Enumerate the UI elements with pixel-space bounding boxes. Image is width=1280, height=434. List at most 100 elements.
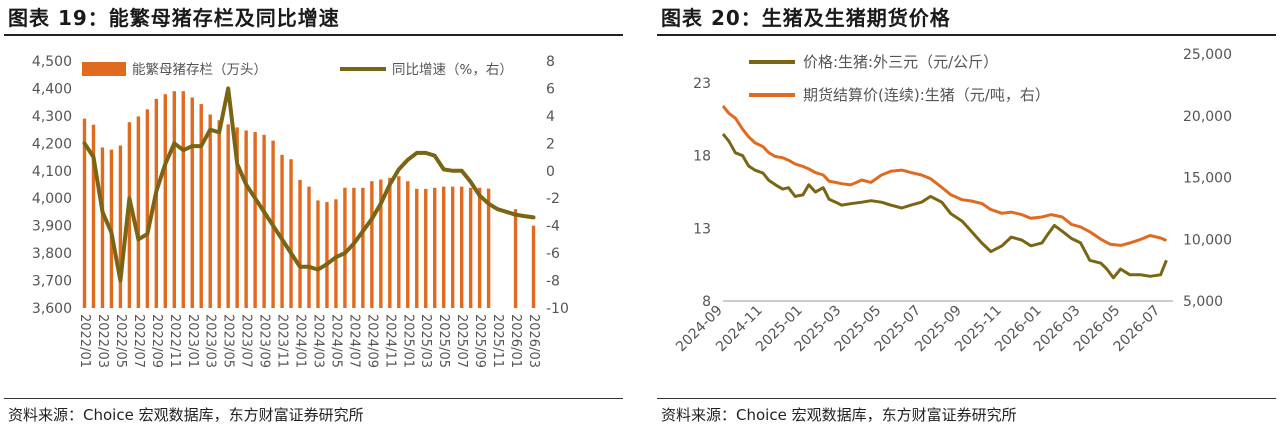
y-left-tick-label: 23 [693,76,711,92]
y-left-tick-label: 4,000 [32,191,72,207]
line-hog-spot-price [721,132,1168,280]
legend-label-spot: 价格:生猪:外三元（元/公斤） [803,53,998,71]
bar-sow-inventory [406,181,410,308]
bar-sow-inventory [459,186,464,308]
line-yoy-growth [82,86,536,283]
bar-sow-inventory [82,118,87,308]
x-tick-label: 2022/09 [149,314,164,368]
bar-sow-inventory [226,124,230,308]
x-tick-label: 2023/03 [203,314,218,368]
x-tick-label: 2023/09 [257,314,272,368]
y-right-tick-label: -6 [546,246,560,262]
y-right-tick-label: 20,000 [1183,109,1232,125]
bar-sow-inventory [253,132,257,308]
bar-sow-inventory [154,98,159,308]
source-note: 资料来源：Choice 宏观数据库，东方财富证券研究所 [661,406,1017,424]
bar-sow-inventory [136,116,141,308]
bar-sow-inventory [433,187,437,308]
x-tick-label: 2022/05 [113,314,128,368]
x-tick-label: 2026/03 [526,314,541,368]
x-tick-label: 2022/11 [167,314,182,368]
bar-sow-inventory [468,187,473,308]
y-right-tick-label: -2 [546,191,560,207]
bar-sow-inventory [343,187,347,308]
legend-label-futures: 期货结算价(连续):生猪（元/吨，右） [803,86,1050,104]
y-right-tick-label: 0 [546,164,555,180]
y-right-tick-label: -10 [546,301,569,317]
bar-sow-inventory [450,186,455,308]
bar-sow-inventory [262,134,266,308]
x-tick-label: 2024/07 [346,314,361,368]
bar-sow-inventory [424,188,428,308]
chart-panel-sow-inventory: 图表 19：能繁母猪存栏及同比增速 3,600 3,700 3,800 3,900 4,… [0,0,627,434]
bar-sow-inventory [181,91,185,308]
title-rule [657,34,1276,36]
x-tick-label: 2023/11 [275,314,290,368]
bar-sow-inventory [100,147,105,308]
x-tick-label: 2023/01 [185,314,200,368]
bar-sow-inventory [280,154,284,308]
y-right-tick-label: -4 [546,219,560,235]
x-tick-label: 2025/03 [418,314,433,368]
y-right-tick-label: 2 [546,136,555,152]
x-tick-label: 2024/05 [328,314,343,368]
x-tick-label: 2025/09 [472,314,487,368]
x-tick-label: 2025/11 [490,314,505,368]
source-note: 资料来源：Choice 宏观数据库，东方财富证券研究所 [8,406,364,424]
hog-price-chart: 81318235,00010,00015,00020,00025,0002024… [673,47,1232,355]
bar-sow-inventory [298,179,302,308]
y-left-tick-label: 3,900 [32,219,72,235]
legend-label-line: 同比增速（%，右） [392,62,513,78]
bar-sow-inventory [217,120,221,308]
y-left-tick-label: 4,500 [32,54,72,70]
y-left-tick-label: 3,700 [32,274,72,290]
bar-sow-inventory [235,127,239,308]
bar-sow-inventory [370,181,374,308]
x-tick-label: 2024/09 [364,314,379,368]
bar-sow-inventory [334,199,338,308]
source-rule [4,398,623,399]
chart-title: 图表 19：能繁母猪存栏及同比增速 [8,6,340,30]
bar-sow-inventory [289,159,293,308]
bar-sow-inventory [513,209,518,308]
y-right-tick-label: 4 [546,109,555,125]
x-tick-label: 2022/01 [77,314,92,368]
y-right-tick-label: 25,000 [1183,47,1232,63]
x-tick-label: 2022/03 [95,314,110,368]
y-left-tick-label: 8 [702,294,711,310]
bar-sow-inventory [307,186,311,308]
bar-sow-inventory [199,104,203,309]
x-tick-label: 2022/07 [131,314,146,368]
bar-sow-inventory [531,225,536,308]
bar-sow-inventory [163,94,168,308]
bar-sow-inventory [388,177,392,308]
legend-swatch-bar [82,62,126,76]
bar-sow-inventory [477,187,482,308]
y-left-tick-label: 18 [693,149,711,165]
y-left-tick-label: 3,800 [32,246,72,262]
bar-sow-inventory [208,114,212,309]
x-tick-label: 2025/01 [400,314,415,368]
bar-sow-inventory [361,187,365,308]
x-tick-label: 2024/01 [293,314,308,368]
y-left-tick-label: 13 [693,221,711,237]
x-tick-label: 2024/11 [382,314,397,368]
x-tick-label: 2023/05 [221,314,236,368]
source-rule [657,398,1276,399]
chart-title: 图表 20：生猪及生猪期货价格 [661,6,951,30]
x-tick-label: 2025/05 [436,314,451,368]
y-right-tick-label: 10,000 [1183,232,1232,248]
bar-sow-inventory [379,179,383,308]
bar-sow-inventory [486,188,491,308]
y-left-tick-label: 4,400 [32,81,72,97]
x-tick-label: 2026/01 [508,314,523,368]
y-left-tick-label: 4,200 [32,136,72,152]
y-right-tick-label: 8 [546,54,555,70]
y-right-tick-label: -8 [546,274,560,290]
bar-sow-inventory [91,124,96,308]
y-right-tick-label: 15,000 [1183,171,1232,187]
y-left-tick-label: 3,600 [32,301,72,317]
bar-sow-inventory [352,187,356,308]
bar-sow-inventory [190,97,194,308]
x-tick-label: 2024/03 [310,314,325,368]
